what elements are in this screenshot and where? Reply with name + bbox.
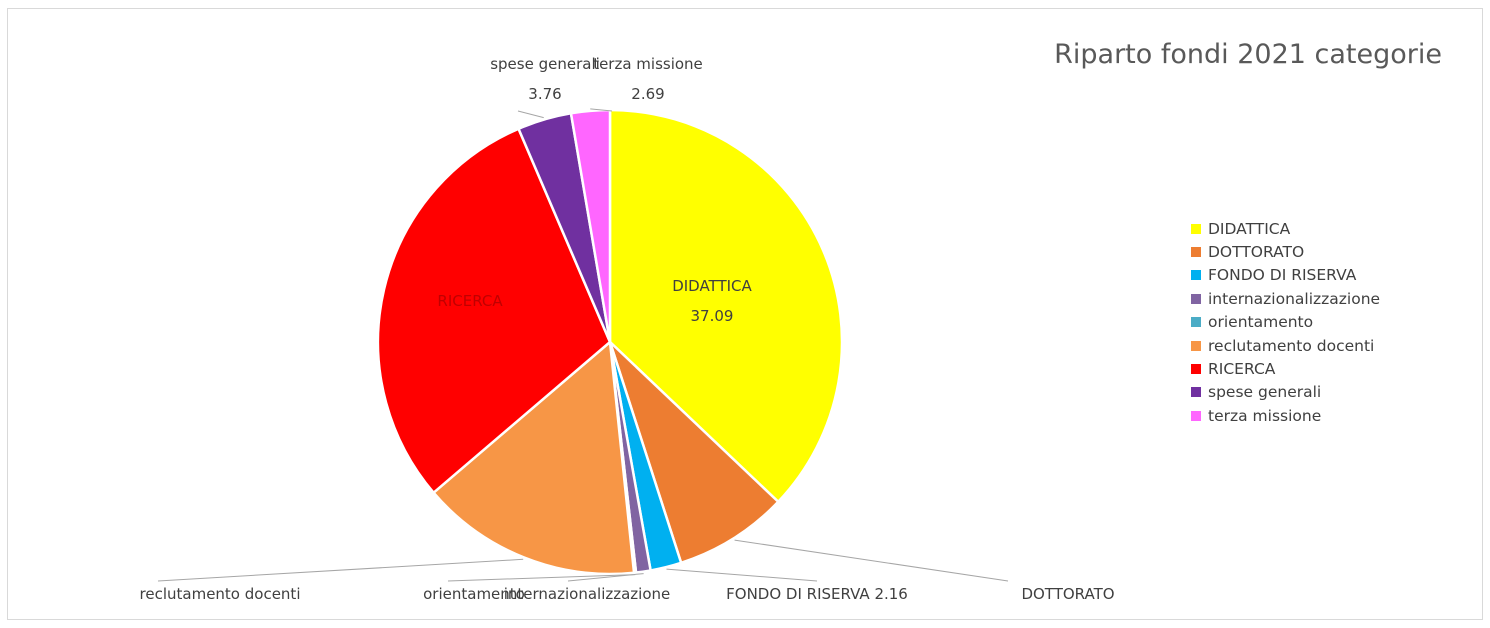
legend-swatch — [1191, 410, 1201, 421]
chart-area: DIDATTICA 37.09 DOTTORATO 7.95 FONDO DI RISE… — [7, 8, 1483, 620]
data-label-spese-generali-name: spese generali — [490, 55, 600, 73]
legend-swatch — [1191, 317, 1201, 328]
legend-label: DOTTORATO — [1208, 243, 1305, 262]
legend-swatch — [1191, 364, 1201, 375]
legend-item-ricerca: RICERCA — [1191, 357, 1380, 380]
data-label-internazionalizzazione-value: 1.01 — [570, 617, 603, 620]
data-label-didattica-name: DIDATTICA — [672, 277, 752, 295]
legend-swatch — [1191, 270, 1201, 281]
leader-line-spese-generali — [517, 110, 544, 119]
legend-swatch — [1191, 223, 1201, 234]
leader-line-terza-missione — [590, 108, 613, 112]
legend-swatch — [1191, 340, 1201, 351]
legend-item-terza-missione: terza missione — [1191, 404, 1380, 427]
data-label-orientamento-name: orientamento — [423, 585, 525, 603]
legend-swatch — [1191, 387, 1201, 398]
legend-item-reclutamento-docenti: reclutamento docenti — [1191, 334, 1380, 357]
data-label-fondo-di-riserva: FONDO DI RISERVA 2.16 — [726, 585, 908, 603]
leader-line-reclutamento-docenti — [157, 558, 524, 582]
legend-swatch — [1191, 247, 1201, 258]
legend-item-fondo-di-riserva: FONDO DI RISERVA — [1191, 264, 1380, 287]
legend-label: FONDO DI RISERVA — [1208, 266, 1357, 285]
pie-slice-ricerca — [376, 127, 612, 495]
pie-chart: DIDATTICA 37.09 DOTTORATO 7.95 FONDO DI RISE… — [140, 55, 1115, 620]
data-label-didattica-value: 37.09 — [691, 307, 734, 325]
chart-title: Riparto fondi 2021 categorie — [1054, 39, 1442, 70]
data-label-orientamento-value: 0.14 — [457, 617, 490, 620]
legend: DIDATTICA DOTTORATO FONDO DI RISERVA intern… — [1191, 217, 1380, 428]
legend-label: terza missione — [1208, 406, 1322, 425]
data-label-dottorato-name: DOTTORATO — [1021, 585, 1114, 603]
pie-slice-terza-missione — [569, 108, 612, 343]
legend-label: orientamento — [1208, 313, 1314, 332]
legend-label: spese generali — [1208, 383, 1322, 402]
leader-line-fondo-di-riserva — [666, 568, 818, 582]
data-label-internazionalizzazione-name: internazionalizzazione — [504, 585, 671, 603]
legend-item-didattica: DIDATTICA — [1191, 217, 1380, 240]
leader-line-orientamento — [447, 574, 636, 582]
pie-slice-didattica — [608, 108, 844, 504]
data-label-dottorato-value: 7.95 — [1051, 617, 1084, 620]
legend-label: RICERCA — [1208, 360, 1276, 379]
data-label-terza-missione-name: terza missione — [593, 55, 703, 73]
data-label-spese-generali-value: 3.76 — [528, 85, 561, 103]
legend-swatch — [1191, 293, 1201, 304]
legend-label: reclutamento docenti — [1208, 336, 1375, 355]
legend-item-spese-generali: spese generali — [1191, 381, 1380, 404]
pie-slice-reclutamento-docenti — [431, 339, 636, 576]
leader-line-dottorato — [734, 539, 1009, 582]
data-label-reclutamento-docenti-name: reclutamento docenti — [140, 585, 301, 603]
data-label-terza-missione-value: 2.69 — [631, 85, 664, 103]
legend-item-dottorato: DOTTORATO — [1191, 240, 1380, 263]
legend-item-orientamento: orientamento — [1191, 311, 1380, 334]
legend-label: internazionalizzazione — [1208, 289, 1381, 308]
data-label-ricerca-name: RICERCA — [437, 292, 503, 310]
pie-slice-dottorato — [608, 341, 780, 565]
legend-label: DIDATTICA — [1208, 219, 1291, 238]
legend-item-internazionalizzazione: internazionalizzazione — [1191, 287, 1380, 310]
data-label-reclutamento-docenti-value: 15.40 — [199, 617, 242, 620]
